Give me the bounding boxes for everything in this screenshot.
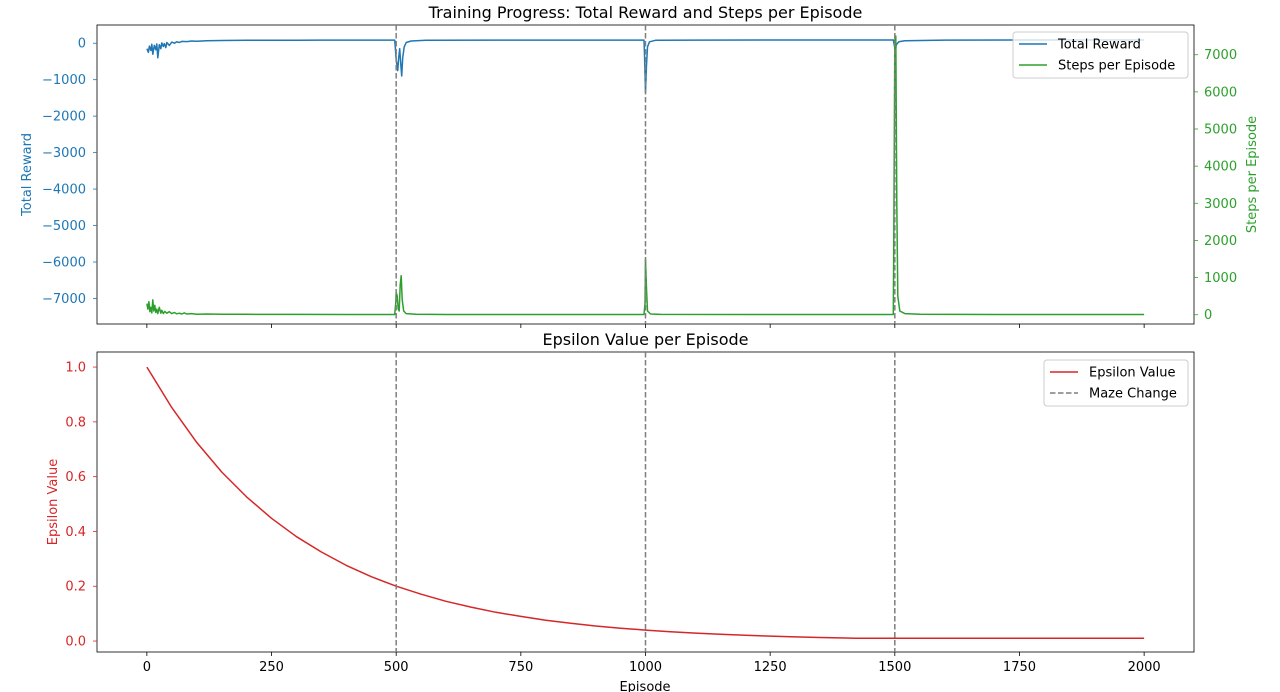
bottom-x-tick-label: 750 — [508, 660, 533, 675]
bottom-x-tick-label: 1000 — [629, 660, 662, 675]
bottom-x-tick-label: 250 — [259, 660, 284, 675]
left-y-tick-label: −2000 — [42, 110, 86, 125]
right-y-tick-label: 1000 — [1204, 271, 1237, 286]
bottom-legend-label: Maze Change — [1089, 387, 1177, 402]
bottom-y-tick-label: 0.6 — [65, 470, 86, 485]
left-y-axis-title: Total Reward — [20, 133, 35, 217]
bottom-x-tick-label: 0 — [143, 660, 151, 675]
left-y-tick-label: −3000 — [42, 146, 86, 161]
left-y-tick-label: −6000 — [42, 256, 86, 271]
x-axis-title: Episode — [619, 680, 670, 692]
top-chart-panel: Training Progress: Total Reward and Step… — [20, 3, 1260, 328]
right-y-tick-label: 6000 — [1204, 85, 1237, 100]
bottom-x-tick-label: 1250 — [754, 660, 787, 675]
bottom-x-tick-label: 1750 — [1003, 660, 1036, 675]
right-y-tick-label: 2000 — [1204, 234, 1237, 249]
right-y-axis-title: Steps per Episode — [1245, 116, 1260, 233]
bottom-x-tick-label: 500 — [384, 660, 409, 675]
bottom-x-tick-label: 1500 — [878, 660, 911, 675]
bottom-y-tick-label: 0.0 — [65, 635, 86, 650]
top-legend-box — [1012, 31, 1189, 79]
bottom-y-tick-label: 0.8 — [65, 415, 86, 430]
left-y-tick-label: 0 — [78, 37, 86, 52]
bottom-legend-box — [1043, 359, 1189, 407]
left-y-tick-label: −4000 — [42, 183, 86, 198]
bottom-legend-label: Epsilon Value — [1089, 366, 1176, 381]
left-y-tick-label: −5000 — [42, 219, 86, 234]
bottom-y-tick-label: 1.0 — [65, 361, 86, 376]
epsilon-value-line — [146, 366, 1145, 640]
top-legend-label: Steps per Episode — [1058, 59, 1175, 74]
left-y-tick-label: −1000 — [42, 73, 86, 88]
bottom-x-tick-label: 2000 — [1128, 660, 1161, 675]
bottom-chart-title: Epsilon Value per Episode — [542, 330, 748, 349]
right-y-tick-label: 7000 — [1204, 48, 1237, 63]
right-y-tick-label: 5000 — [1204, 123, 1237, 138]
top-chart-title: Training Progress: Total Reward and Step… — [428, 3, 863, 22]
right-y-tick-label: 3000 — [1204, 197, 1237, 212]
total-reward-line — [146, 39, 1145, 94]
steps-per-episode-line — [146, 35, 1145, 316]
bottom-chart-panel: Epsilon Value per Episode 0.0 0.2 0.4 0.6 0.8… — [46, 330, 1195, 692]
left-y-tick-label: −7000 — [42, 292, 86, 307]
right-y-tick-label: 0 — [1204, 308, 1212, 323]
bottom-y-tick-label: 0.2 — [65, 580, 86, 595]
bottom-y-tick-label: 0.4 — [65, 525, 86, 540]
right-y-tick-label: 4000 — [1204, 160, 1237, 175]
bottom-y-axis-title: Epsilon Value — [46, 459, 61, 546]
top-legend-label: Total Reward — [1057, 38, 1141, 53]
